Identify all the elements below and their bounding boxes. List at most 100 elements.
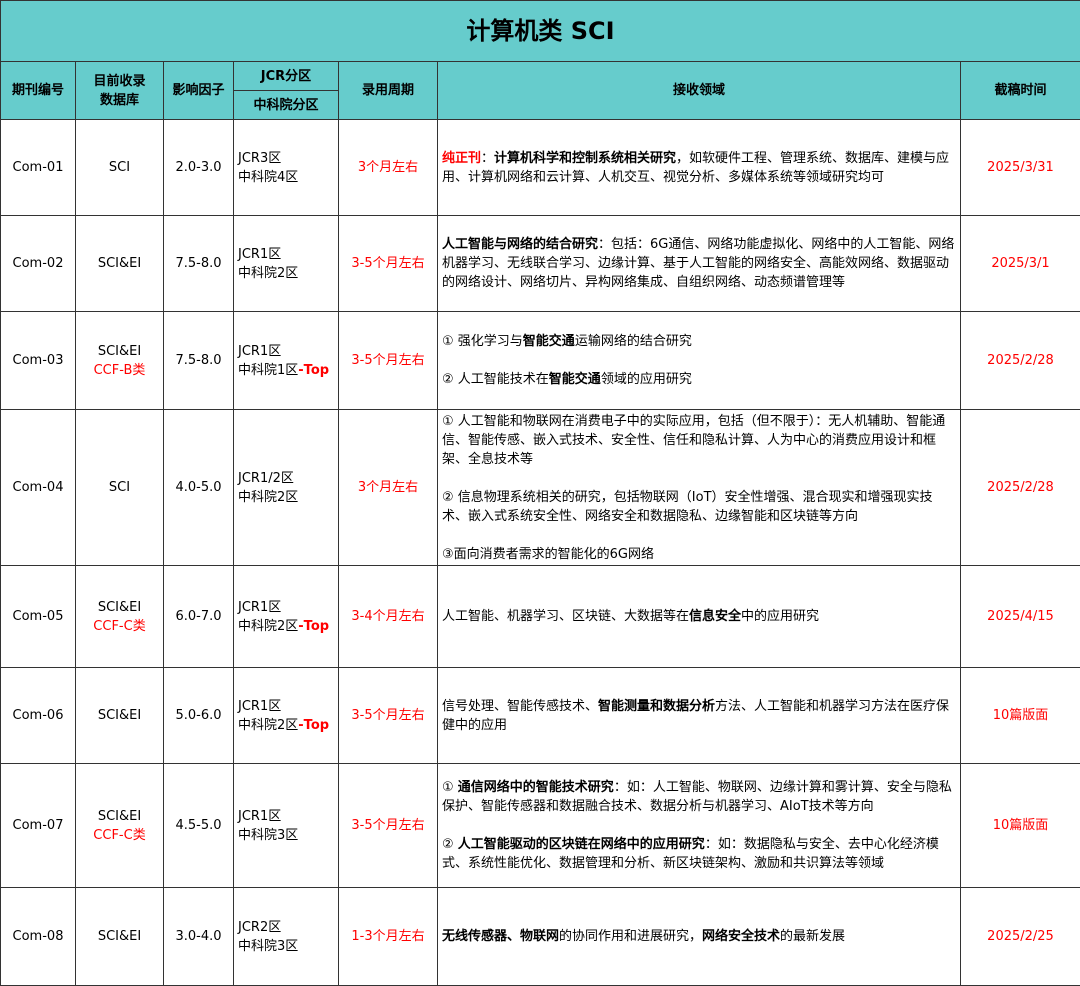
scope-cell: 信号处理、智能传感技术、智能测量和数据分析方法、人工智能和机器学习方法在医疗保健…: [438, 668, 961, 764]
journal-id: Com-06: [1, 668, 76, 764]
journal-id: Com-08: [1, 888, 76, 986]
database-label: SCI&EI: [80, 927, 159, 946]
text-segment: 人工智能驱动的区块链在网络中的应用研究: [458, 837, 705, 852]
text-segment: 的协同作用和进展研究，: [559, 929, 702, 944]
review-period: 3-5个月左右: [339, 764, 438, 888]
partition-cell: JCR1区中科院3区: [234, 764, 339, 888]
text-segment: ②: [442, 837, 458, 852]
text-segment: 中科院1区: [238, 363, 298, 378]
cas-partition: 中科院3区: [238, 826, 334, 845]
impact-factor: 7.5-8.0: [164, 216, 234, 312]
cas-partition: 中科院2区-Top: [238, 716, 334, 735]
review-period: 3个月左右: [339, 410, 438, 566]
cas-partition: 中科院2区-Top: [238, 617, 334, 636]
partition-cell: JCR1区中科院2区-Top: [234, 566, 339, 668]
header-impact-factor: 影响因子: [164, 62, 234, 120]
jcr-partition: JCR1区: [238, 342, 334, 361]
jcr-partition: JCR1/2区: [238, 469, 334, 488]
deadline: 10篇版面: [961, 764, 1080, 888]
text-segment: 领域的应用研究: [601, 372, 692, 387]
scope-cell: 人工智能与网络的结合研究：包括：6G通信、网络功能虚拟化、网络中的人工智能、网络…: [438, 216, 961, 312]
cas-partition: 中科院1区-Top: [238, 361, 334, 380]
header-database: 目前收录 数据库: [76, 62, 164, 120]
table-title: 计算机类 SCI: [1, 1, 1080, 62]
text-segment: 网络安全技术: [702, 929, 780, 944]
scope-paragraph: 信号处理、智能传感技术、智能测量和数据分析方法、人工智能和机器学习方法在医疗保健…: [442, 697, 956, 735]
scope-cell: 纯正刊：计算机科学和控制系统相关研究，如软硬件工程、管理系统、数据库、建模与应用…: [438, 120, 961, 216]
jcr-partition: JCR2区: [238, 918, 334, 937]
review-period: 3-5个月左右: [339, 216, 438, 312]
journal-id: Com-04: [1, 410, 76, 566]
text-segment: 中科院2区: [238, 619, 298, 634]
partition-cell: JCR1区中科院2区: [234, 216, 339, 312]
scope-paragraph: 无线传感器、物联网的协同作用和进展研究，网络安全技术的最新发展: [442, 927, 956, 946]
text-segment: ①: [442, 780, 458, 795]
deadline: 10篇版面: [961, 668, 1080, 764]
header-period: 录用周期: [339, 62, 438, 120]
impact-factor: 6.0-7.0: [164, 566, 234, 668]
text-segment: 中科院2区: [238, 490, 298, 505]
highlight-text: 纯正刊: [442, 151, 481, 166]
header-journal-id: 期刊编号: [1, 62, 76, 120]
scope-paragraph: ① 通信网络中的智能技术研究：如：人工智能、物联网、边缘计算和雾计算、安全与隐私…: [442, 778, 956, 816]
scope-paragraph: 人工智能、机器学习、区块链、大数据等在信息安全中的应用研究: [442, 607, 956, 626]
text-segment: 中科院3区: [238, 828, 298, 843]
scope-cell: ① 人工智能和物联网在消费电子中的实际应用，包括（但不限于）：无人机辅助、智能通…: [438, 410, 961, 566]
impact-factor: 5.0-6.0: [164, 668, 234, 764]
review-period: 3个月左右: [339, 120, 438, 216]
scope-paragraph: ① 强化学习与智能交通运输网络的结合研究: [442, 332, 956, 351]
journal-id: Com-01: [1, 120, 76, 216]
cas-partition: 中科院2区: [238, 488, 334, 507]
jcr-partition: JCR3区: [238, 149, 334, 168]
deadline: 2025/2/28: [961, 410, 1080, 566]
journal-id: Com-05: [1, 566, 76, 668]
database-cell: SCI&EI: [76, 888, 164, 986]
scope-paragraph: 纯正刊：计算机科学和控制系统相关研究，如软硬件工程、管理系统、数据库、建模与应用…: [442, 149, 956, 187]
partition-cell: JCR1/2区中科院2区: [234, 410, 339, 566]
scope-cell: ① 通信网络中的智能技术研究：如：人工智能、物联网、边缘计算和雾计算、安全与隐私…: [438, 764, 961, 888]
partition-cell: JCR1区中科院2区-Top: [234, 668, 339, 764]
scope-paragraph: ③面向消费者需求的智能化的6G网络: [442, 545, 956, 564]
cas-partition: 中科院2区: [238, 264, 334, 283]
scope-paragraph: ② 人工智能技术在智能交通领域的应用研究: [442, 370, 956, 389]
text-segment: 中科院2区: [238, 718, 298, 733]
text-segment: 人工智能、机器学习、区块链、大数据等在: [442, 609, 689, 624]
deadline: 2025/2/25: [961, 888, 1080, 986]
scope-cell: 人工智能、机器学习、区块链、大数据等在信息安全中的应用研究: [438, 566, 961, 668]
jcr-partition: JCR1区: [238, 598, 334, 617]
text-segment: 人工智能与网络的结合研究: [442, 237, 598, 252]
database-label: SCI&EI: [80, 598, 159, 617]
database-cell: SCI: [76, 120, 164, 216]
partition-cell: JCR1区中科院1区-Top: [234, 312, 339, 410]
review-period: 3-4个月左右: [339, 566, 438, 668]
impact-factor: 4.5-5.0: [164, 764, 234, 888]
scope-paragraph: ① 人工智能和物联网在消费电子中的实际应用，包括（但不限于）：无人机辅助、智能通…: [442, 412, 956, 469]
jcr-partition: JCR1区: [238, 807, 334, 826]
text-segment: 通信网络中的智能技术研究: [458, 780, 614, 795]
highlight-text: -Top: [298, 619, 329, 634]
text-segment: 无线传感器、物联网: [442, 929, 559, 944]
database-label: CCF-B类: [80, 361, 159, 380]
text-segment: ① 人工智能和物联网在消费电子中的实际应用，包括（但不限于）：无人机辅助、智能通…: [442, 414, 945, 467]
text-segment: 计算机科学和控制系统相关研究: [494, 151, 676, 166]
text-segment: 的最新发展: [780, 929, 845, 944]
scope-paragraph: 人工智能与网络的结合研究：包括：6G通信、网络功能虚拟化、网络中的人工智能、网络…: [442, 235, 956, 292]
header-jcr: JCR分区: [234, 62, 339, 91]
database-label: SCI&EI: [80, 706, 159, 725]
deadline: 2025/4/15: [961, 566, 1080, 668]
jcr-partition: JCR1区: [238, 697, 334, 716]
cas-partition: 中科院4区: [238, 168, 334, 187]
highlight-text: -Top: [298, 363, 329, 378]
database-label: SCI&EI: [80, 807, 159, 826]
impact-factor: 2.0-3.0: [164, 120, 234, 216]
header-scope: 接收领域: [438, 62, 961, 120]
scope-cell: ① 强化学习与智能交通运输网络的结合研究 ② 人工智能技术在智能交通领域的应用研究: [438, 312, 961, 410]
